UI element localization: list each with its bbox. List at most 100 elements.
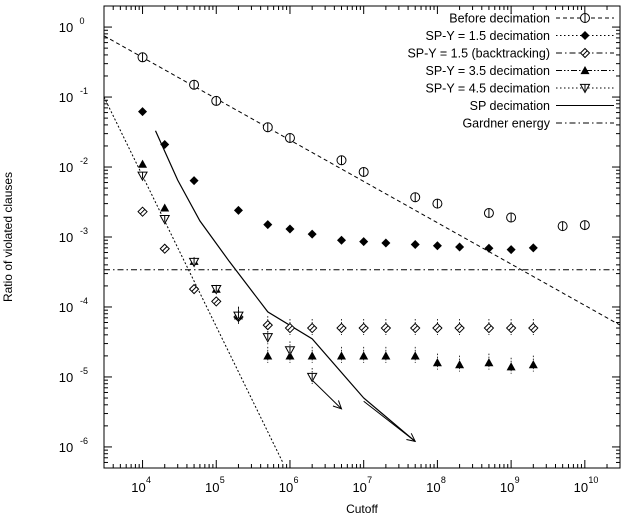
sp-y-1-5-backtracking-marker (188, 283, 200, 295)
marker-cross (508, 325, 514, 331)
error-bars (238, 306, 534, 384)
x-tick-exponent: 7 (367, 475, 372, 485)
sp-y-1-5-backtracking-marker (528, 322, 539, 334)
sp-y-3-5-decimation-marker (455, 360, 465, 369)
sp-y-1-5-decimation-marker (138, 107, 148, 117)
sp-y-1-5-decimation-marker (285, 224, 295, 234)
sp-y-3-5-decimation-marker (160, 203, 170, 212)
marker-diamond (307, 229, 317, 239)
marker-diamond (189, 176, 199, 186)
sp-y-3-5-decimation-marker (528, 360, 538, 369)
y-tick-exponent: -4 (80, 296, 88, 306)
y-tick-label: 10 (59, 20, 73, 35)
sp-y-1-5-backtracking-marker (336, 322, 347, 334)
x-tick-label: 10 (131, 480, 145, 495)
sp-y-3-5-decimation-marker (336, 351, 346, 360)
sp-y-1-5-backtracking-marker (454, 322, 465, 334)
y-tick-label: 10 (59, 90, 73, 105)
arrow-shaft (311, 379, 342, 410)
marker-diamond (484, 243, 494, 253)
marker-diamond (233, 205, 243, 215)
y-tick-label: 10 (59, 160, 73, 175)
sp-y-1-5-backtracking-marker (410, 322, 421, 334)
sp-y-1-5-backtracking-marker (505, 322, 517, 334)
before-decimation-marker (506, 212, 517, 223)
x-tick-exponent: 8 (441, 475, 446, 485)
sp-y-1-5-decimation-marker (359, 237, 369, 247)
marker-diamond (138, 107, 148, 117)
marker-diamond (528, 243, 538, 253)
marker-triangle (506, 362, 516, 371)
before-decimation-marker (483, 208, 494, 219)
marker-triangle (580, 66, 590, 75)
sp-y-1-5-backtracking-marker (159, 243, 170, 254)
before-decimation-fit-line (104, 35, 620, 326)
sp-y-3-5-decimation-marker (432, 358, 442, 367)
marker-diamond (336, 235, 346, 245)
legend: Before decimation SP-Y = 1.5 decimation SP… (407, 12, 614, 131)
sp-y-3-5-decimation-marker (506, 362, 516, 371)
before-decimation-marker (432, 198, 443, 209)
sp-y-3-5-decimation-marker (359, 351, 369, 360)
sp-y-3-5-decimation-marker (138, 159, 148, 168)
x-tick-exponent: 5 (220, 475, 225, 485)
arrow-head (332, 400, 343, 410)
y-tick-exponent: -6 (80, 436, 88, 446)
marker-cross (139, 209, 146, 215)
before-decimation-marker (189, 79, 200, 90)
y-tick-label: 10 (59, 370, 73, 385)
marker-diamond (455, 242, 465, 252)
arrow-shaft (363, 400, 416, 442)
sp-y-1-5-backtracking-marker (380, 322, 392, 334)
legend-marker (579, 47, 591, 59)
legend-label: SP-Y = 1.5 decimation (426, 29, 551, 43)
sp-y-1-5-decimation-marker (336, 235, 346, 245)
y-tick-exponent: 0 (79, 16, 84, 26)
before-decimation-marker (358, 166, 369, 177)
sp-y-4-5-decimation-marker (284, 346, 296, 356)
marker-cross (383, 325, 389, 331)
marker-triangle (336, 351, 346, 360)
y-tick-exponent: -3 (80, 226, 88, 236)
sp-y-1-5-backtracking-marker (137, 206, 148, 217)
before-decimation-marker (579, 220, 590, 231)
x-tick-exponent: 10 (588, 475, 598, 485)
marker-diamond (359, 237, 369, 247)
marker-cross (412, 325, 418, 331)
legend-label: SP-Y = 3.5 decimation (426, 64, 551, 78)
sp-y-3-5-decimation-marker (484, 358, 494, 367)
marker-diamond (263, 220, 273, 230)
sp-y-1-5-backtracking-marker (284, 322, 296, 334)
sp-y-1-5-decimation-marker (432, 241, 442, 251)
marker-triangle (307, 351, 317, 360)
sp-y-1-5-decimation-marker (381, 238, 391, 248)
y-tick-label: 10 (59, 300, 73, 315)
marker-triangle (432, 358, 442, 367)
marker-cross (530, 325, 536, 331)
y-tick-exponent: -1 (80, 86, 88, 96)
sp-y-1-5-decimation-marker (528, 243, 538, 253)
sp-y-1-5-decimation-marker (506, 245, 516, 255)
x-tick-exponent: 9 (515, 475, 520, 485)
before-decimation-marker (557, 221, 568, 232)
sp-y-4-5-decimation-marker (233, 311, 244, 322)
x-tick-label: 10 (426, 480, 440, 495)
before-decimation-marker (211, 95, 222, 106)
sp-y-1-5-backtracking-marker (358, 322, 369, 334)
sp-y-3-5-decimation-marker (410, 351, 420, 360)
marker-triangle (484, 358, 494, 367)
marker-diamond (410, 240, 420, 250)
x-tick-exponent: 4 (146, 475, 151, 485)
sp-y-1-5-backtracking-marker (483, 322, 495, 334)
sp-y-4-5-decimation-marker (306, 372, 318, 383)
sp-y-3-5-decimation-marker (381, 351, 391, 360)
sp-y-1-5-backtracking-marker (306, 322, 318, 334)
marker-diamond (506, 245, 516, 255)
legend-label: Gardner energy (462, 117, 550, 131)
y-tick-exponent: -2 (80, 156, 88, 166)
sp-y-4-5-decimation-marker (188, 257, 200, 268)
marker-diamond (285, 224, 295, 234)
legend-label: SP-Y = 1.5 (backtracking) (407, 47, 550, 61)
